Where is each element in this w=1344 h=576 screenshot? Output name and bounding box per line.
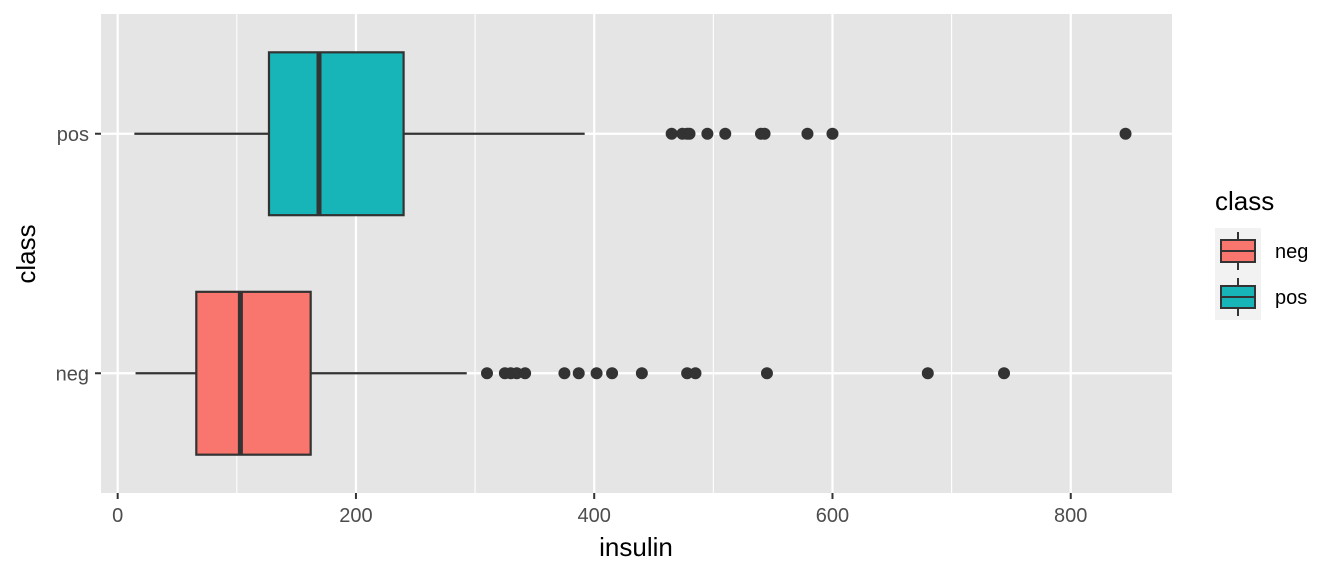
outlier-point-pos [701,127,714,140]
outlier-point-neg [572,367,585,380]
outlier-point-pos [665,127,678,140]
box-pos [134,51,1132,217]
x-tick-label: 400 [578,505,611,527]
outlier-point-pos [758,127,771,140]
y-axis-title: class [11,224,41,283]
outlier-point-neg [998,367,1011,380]
legend-label-pos: pos [1275,287,1307,309]
outlier-point-neg [480,367,493,380]
outlier-point-neg [760,367,773,380]
box-neg [135,290,1011,456]
y-tick-label: pos [57,124,89,146]
legend-title: class [1215,186,1274,216]
x-tick-label: 600 [816,505,849,527]
outlier-point-neg [519,367,532,380]
outlier-point-neg [558,367,571,380]
y-axis: neg pos [56,124,101,385]
box-iqr-pos [267,51,405,217]
boxes-layer [134,51,1132,456]
legend: class neg pos [1215,186,1308,320]
x-tick-label: 0 [112,505,123,527]
y-tick-label: neg [56,363,89,385]
x-tick-label: 200 [339,505,372,527]
outlier-point-pos [719,127,732,140]
outlier-point-neg [606,367,619,380]
outlier-point-pos [683,127,696,140]
outlier-point-pos [1119,127,1132,140]
outlier-point-neg [510,367,523,380]
outlier-point-pos [826,127,839,140]
x-axis: 0 200 400 600 800 [112,493,1087,527]
box-iqr-neg [195,290,312,456]
outlier-point-neg [635,367,648,380]
outlier-point-neg [689,367,702,380]
x-tick-label: 800 [1054,505,1087,527]
outlier-point-neg [921,367,934,380]
outlier-point-neg [681,367,694,380]
outlier-point-pos [801,127,814,140]
x-axis-title: insulin [599,532,673,562]
outlier-point-neg [590,367,603,380]
legend-label-neg: neg [1275,241,1308,263]
